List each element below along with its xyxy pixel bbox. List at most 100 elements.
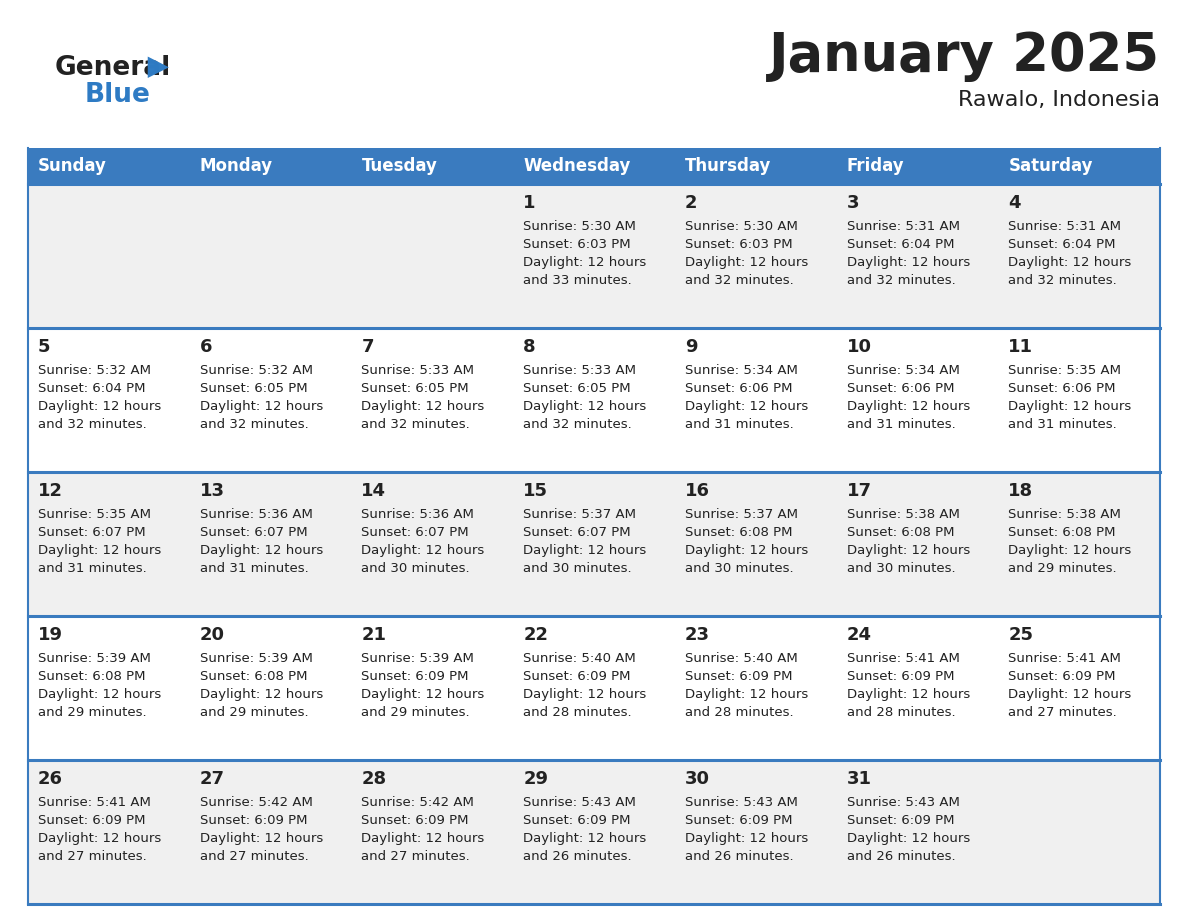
Text: Daylight: 12 hours: Daylight: 12 hours [523, 400, 646, 413]
Text: and 31 minutes.: and 31 minutes. [847, 418, 955, 431]
Text: Sunset: 6:08 PM: Sunset: 6:08 PM [200, 670, 308, 683]
Text: Daylight: 12 hours: Daylight: 12 hours [38, 400, 162, 413]
Text: Sunrise: 5:30 AM: Sunrise: 5:30 AM [523, 220, 636, 233]
Text: Daylight: 12 hours: Daylight: 12 hours [38, 832, 162, 845]
Text: 30: 30 [684, 770, 710, 788]
Text: and 29 minutes.: and 29 minutes. [361, 706, 470, 719]
Text: Sunrise: 5:35 AM: Sunrise: 5:35 AM [1009, 364, 1121, 377]
Text: Sunset: 6:07 PM: Sunset: 6:07 PM [38, 526, 146, 539]
Text: Sunset: 6:09 PM: Sunset: 6:09 PM [523, 814, 631, 827]
Text: Sunset: 6:09 PM: Sunset: 6:09 PM [361, 670, 469, 683]
Text: 26: 26 [38, 770, 63, 788]
Text: Sunrise: 5:31 AM: Sunrise: 5:31 AM [847, 220, 960, 233]
Text: 6: 6 [200, 338, 213, 356]
Text: Daylight: 12 hours: Daylight: 12 hours [38, 544, 162, 557]
Text: Sunrise: 5:38 AM: Sunrise: 5:38 AM [1009, 508, 1121, 521]
Text: Daylight: 12 hours: Daylight: 12 hours [361, 688, 485, 701]
Text: Sunset: 6:09 PM: Sunset: 6:09 PM [847, 670, 954, 683]
Text: 27: 27 [200, 770, 225, 788]
Text: and 30 minutes.: and 30 minutes. [361, 562, 470, 575]
Text: Daylight: 12 hours: Daylight: 12 hours [523, 256, 646, 269]
Text: Sunrise: 5:33 AM: Sunrise: 5:33 AM [523, 364, 636, 377]
Text: Daylight: 12 hours: Daylight: 12 hours [847, 688, 969, 701]
Text: Sunrise: 5:42 AM: Sunrise: 5:42 AM [200, 796, 312, 809]
Text: and 31 minutes.: and 31 minutes. [38, 562, 147, 575]
Text: Sunset: 6:09 PM: Sunset: 6:09 PM [684, 814, 792, 827]
Text: Daylight: 12 hours: Daylight: 12 hours [1009, 544, 1131, 557]
Text: Daylight: 12 hours: Daylight: 12 hours [847, 832, 969, 845]
Text: 2: 2 [684, 194, 697, 212]
Text: Sunday: Sunday [38, 157, 107, 175]
Text: Sunrise: 5:36 AM: Sunrise: 5:36 AM [361, 508, 474, 521]
Bar [29, 184, 1159, 328]
Text: Monday: Monday [200, 157, 273, 175]
Text: Sunrise: 5:31 AM: Sunrise: 5:31 AM [1009, 220, 1121, 233]
Text: Sunrise: 5:37 AM: Sunrise: 5:37 AM [523, 508, 636, 521]
Text: Sunset: 6:09 PM: Sunset: 6:09 PM [200, 814, 308, 827]
Text: January 2025: January 2025 [769, 30, 1159, 82]
Text: Rawalo, Indonesia: Rawalo, Indonesia [958, 90, 1159, 110]
Text: Tuesday: Tuesday [361, 157, 437, 175]
Text: Daylight: 12 hours: Daylight: 12 hours [1009, 256, 1131, 269]
Text: 3: 3 [847, 194, 859, 212]
Text: 24: 24 [847, 626, 872, 644]
Text: Sunset: 6:08 PM: Sunset: 6:08 PM [847, 526, 954, 539]
Text: 5: 5 [38, 338, 51, 356]
Text: Sunrise: 5:40 AM: Sunrise: 5:40 AM [523, 652, 636, 665]
Text: Daylight: 12 hours: Daylight: 12 hours [361, 400, 485, 413]
Text: and 31 minutes.: and 31 minutes. [684, 418, 794, 431]
Text: and 26 minutes.: and 26 minutes. [523, 850, 632, 863]
Text: Sunrise: 5:39 AM: Sunrise: 5:39 AM [361, 652, 474, 665]
Text: Sunset: 6:06 PM: Sunset: 6:06 PM [1009, 382, 1116, 395]
Text: Sunrise: 5:41 AM: Sunrise: 5:41 AM [1009, 652, 1121, 665]
Bar [836, 148, 998, 184]
Text: 28: 28 [361, 770, 386, 788]
Bar [29, 760, 1159, 904]
Text: 22: 22 [523, 626, 548, 644]
Text: 18: 18 [1009, 482, 1034, 500]
Text: Sunrise: 5:34 AM: Sunrise: 5:34 AM [847, 364, 960, 377]
Text: and 32 minutes.: and 32 minutes. [847, 274, 955, 287]
Text: Sunset: 6:07 PM: Sunset: 6:07 PM [361, 526, 469, 539]
Text: 8: 8 [523, 338, 536, 356]
Text: Saturday: Saturday [1009, 157, 1093, 175]
Text: and 32 minutes.: and 32 minutes. [200, 418, 309, 431]
Text: 10: 10 [847, 338, 872, 356]
Text: 7: 7 [361, 338, 374, 356]
Text: 23: 23 [684, 626, 710, 644]
Text: 4: 4 [1009, 194, 1020, 212]
Bar [513, 148, 675, 184]
Bar [190, 148, 352, 184]
Text: and 27 minutes.: and 27 minutes. [200, 850, 309, 863]
Text: Sunrise: 5:39 AM: Sunrise: 5:39 AM [38, 652, 151, 665]
Text: Sunset: 6:09 PM: Sunset: 6:09 PM [847, 814, 954, 827]
Text: Daylight: 12 hours: Daylight: 12 hours [200, 832, 323, 845]
Text: Sunrise: 5:35 AM: Sunrise: 5:35 AM [38, 508, 151, 521]
Bar [29, 328, 1159, 472]
Text: Sunrise: 5:36 AM: Sunrise: 5:36 AM [200, 508, 312, 521]
Text: and 30 minutes.: and 30 minutes. [523, 562, 632, 575]
Text: Daylight: 12 hours: Daylight: 12 hours [684, 400, 808, 413]
Text: and 29 minutes.: and 29 minutes. [1009, 562, 1117, 575]
Bar [29, 616, 1159, 760]
Text: ◀: ◀ [148, 52, 170, 80]
Text: and 32 minutes.: and 32 minutes. [684, 274, 794, 287]
Text: and 28 minutes.: and 28 minutes. [684, 706, 794, 719]
Text: 25: 25 [1009, 626, 1034, 644]
Bar [998, 148, 1159, 184]
Text: Sunset: 6:09 PM: Sunset: 6:09 PM [523, 670, 631, 683]
Text: Sunset: 6:08 PM: Sunset: 6:08 PM [1009, 526, 1116, 539]
Text: 20: 20 [200, 626, 225, 644]
Text: Sunrise: 5:43 AM: Sunrise: 5:43 AM [523, 796, 636, 809]
Text: 9: 9 [684, 338, 697, 356]
Text: 16: 16 [684, 482, 710, 500]
Text: Daylight: 12 hours: Daylight: 12 hours [200, 400, 323, 413]
Text: Sunrise: 5:32 AM: Sunrise: 5:32 AM [38, 364, 151, 377]
Text: Sunset: 6:08 PM: Sunset: 6:08 PM [38, 670, 145, 683]
Text: and 28 minutes.: and 28 minutes. [523, 706, 632, 719]
Text: Sunrise: 5:39 AM: Sunrise: 5:39 AM [200, 652, 312, 665]
Text: and 31 minutes.: and 31 minutes. [1009, 418, 1117, 431]
Text: Daylight: 12 hours: Daylight: 12 hours [684, 256, 808, 269]
Text: Daylight: 12 hours: Daylight: 12 hours [523, 688, 646, 701]
Text: and 33 minutes.: and 33 minutes. [523, 274, 632, 287]
